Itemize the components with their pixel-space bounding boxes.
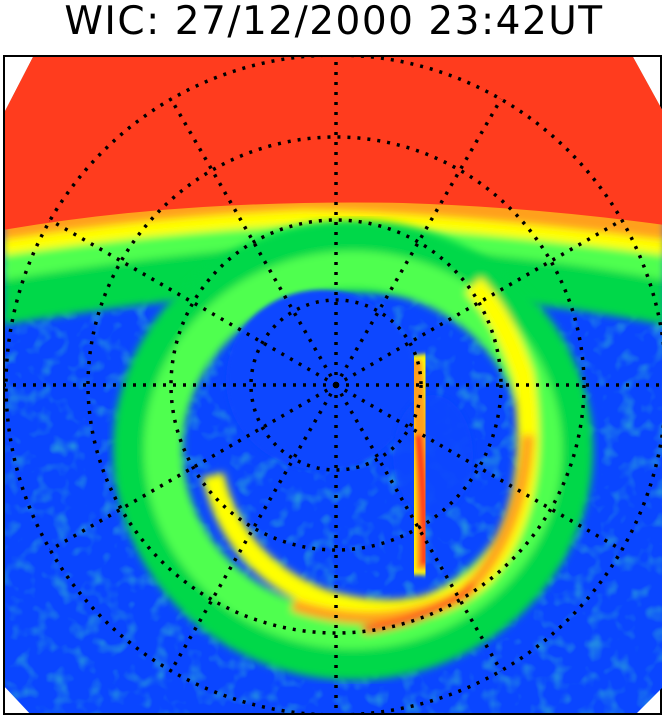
image-title: WIC: 27/12/2000 23:42UT <box>64 0 604 44</box>
polar-cap <box>226 290 416 470</box>
auroral-oval <box>113 220 593 680</box>
dayside-red-region <box>5 57 662 230</box>
transpolar-arc <box>402 353 435 576</box>
auroral-image <box>5 57 662 713</box>
grid-circles <box>5 57 662 713</box>
